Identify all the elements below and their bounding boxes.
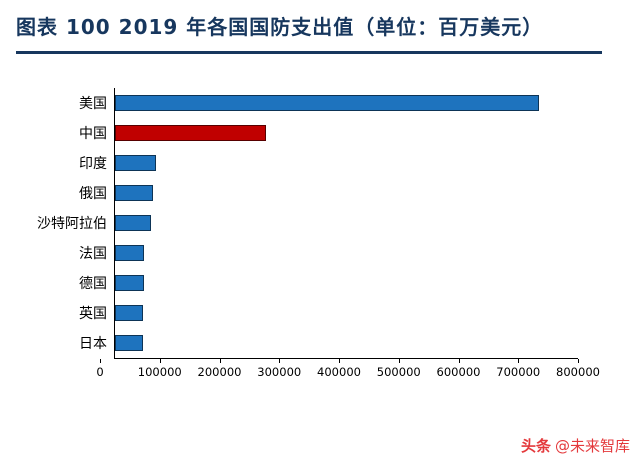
bar-track bbox=[115, 118, 578, 148]
bar bbox=[115, 185, 153, 201]
x-axis-tick-label: 500000 bbox=[376, 365, 421, 379]
x-axis-tick-label: 0 bbox=[96, 365, 104, 379]
bar bbox=[115, 305, 144, 321]
y-axis-label: 沙特阿拉伯 bbox=[37, 216, 107, 232]
x-axis-tick-label: 100000 bbox=[137, 365, 182, 379]
watermark-handle: @未来智库 bbox=[554, 437, 630, 455]
bar bbox=[115, 245, 144, 261]
bar bbox=[115, 125, 267, 141]
x-axis-tick-label: 700000 bbox=[496, 365, 541, 379]
x-axis-tick bbox=[100, 359, 101, 363]
x-axis-tick bbox=[219, 359, 221, 363]
bar-track bbox=[115, 148, 578, 178]
y-axis-label: 日本 bbox=[79, 336, 107, 352]
title-divider bbox=[16, 51, 602, 54]
x-axis-tick-label: 200000 bbox=[197, 365, 242, 379]
y-axis-label: 中国 bbox=[79, 126, 107, 142]
x-axis-tick-label: 800000 bbox=[556, 365, 600, 379]
bar-track bbox=[115, 88, 578, 118]
y-axis-label: 英国 bbox=[79, 306, 107, 322]
chart-title: 图表 100 2019 年各国国防支出值（单位：百万美元） bbox=[16, 15, 544, 39]
x-axis-tick-label: 600000 bbox=[436, 365, 481, 379]
x-axis-tick bbox=[578, 359, 579, 363]
watermark-brand-logo: 头条 bbox=[520, 437, 551, 455]
x-axis-tick bbox=[279, 359, 281, 363]
bar-track bbox=[115, 268, 578, 298]
bar-chart: 美国中国印度俄国沙特阿拉伯法国德国英国日本 bbox=[14, 88, 578, 359]
x-axis-tick bbox=[159, 359, 161, 363]
x-axis-tick-label: 300000 bbox=[257, 365, 302, 379]
bar bbox=[115, 275, 144, 291]
watermark: 头条 @未来智库 bbox=[521, 435, 630, 456]
plot-area bbox=[114, 88, 578, 359]
x-axis-tick bbox=[518, 359, 520, 363]
x-axis-tick bbox=[458, 359, 460, 363]
x-axis: 0 100000 200000 300000 400000 500000 600000 700… bbox=[96, 359, 600, 385]
bar-track bbox=[115, 298, 578, 328]
y-axis-label: 俄国 bbox=[79, 186, 107, 202]
bar-track bbox=[115, 238, 578, 268]
x-axis-tick bbox=[339, 359, 340, 363]
bar-track bbox=[115, 178, 578, 208]
bar bbox=[115, 95, 539, 111]
x-axis-tick bbox=[398, 359, 400, 363]
y-axis-labels: 美国中国印度俄国沙特阿拉伯法国德国英国日本 bbox=[14, 88, 114, 359]
bar bbox=[115, 335, 143, 351]
y-axis-label: 法国 bbox=[79, 246, 107, 262]
x-axis-tick-label: 400000 bbox=[317, 365, 361, 379]
bar bbox=[115, 215, 151, 231]
bar-track bbox=[115, 208, 578, 238]
y-axis-label: 美国 bbox=[79, 96, 107, 112]
y-axis-label: 印度 bbox=[79, 156, 107, 172]
bar-track bbox=[115, 328, 578, 358]
y-axis-label: 德国 bbox=[79, 276, 107, 292]
bar bbox=[115, 155, 157, 171]
